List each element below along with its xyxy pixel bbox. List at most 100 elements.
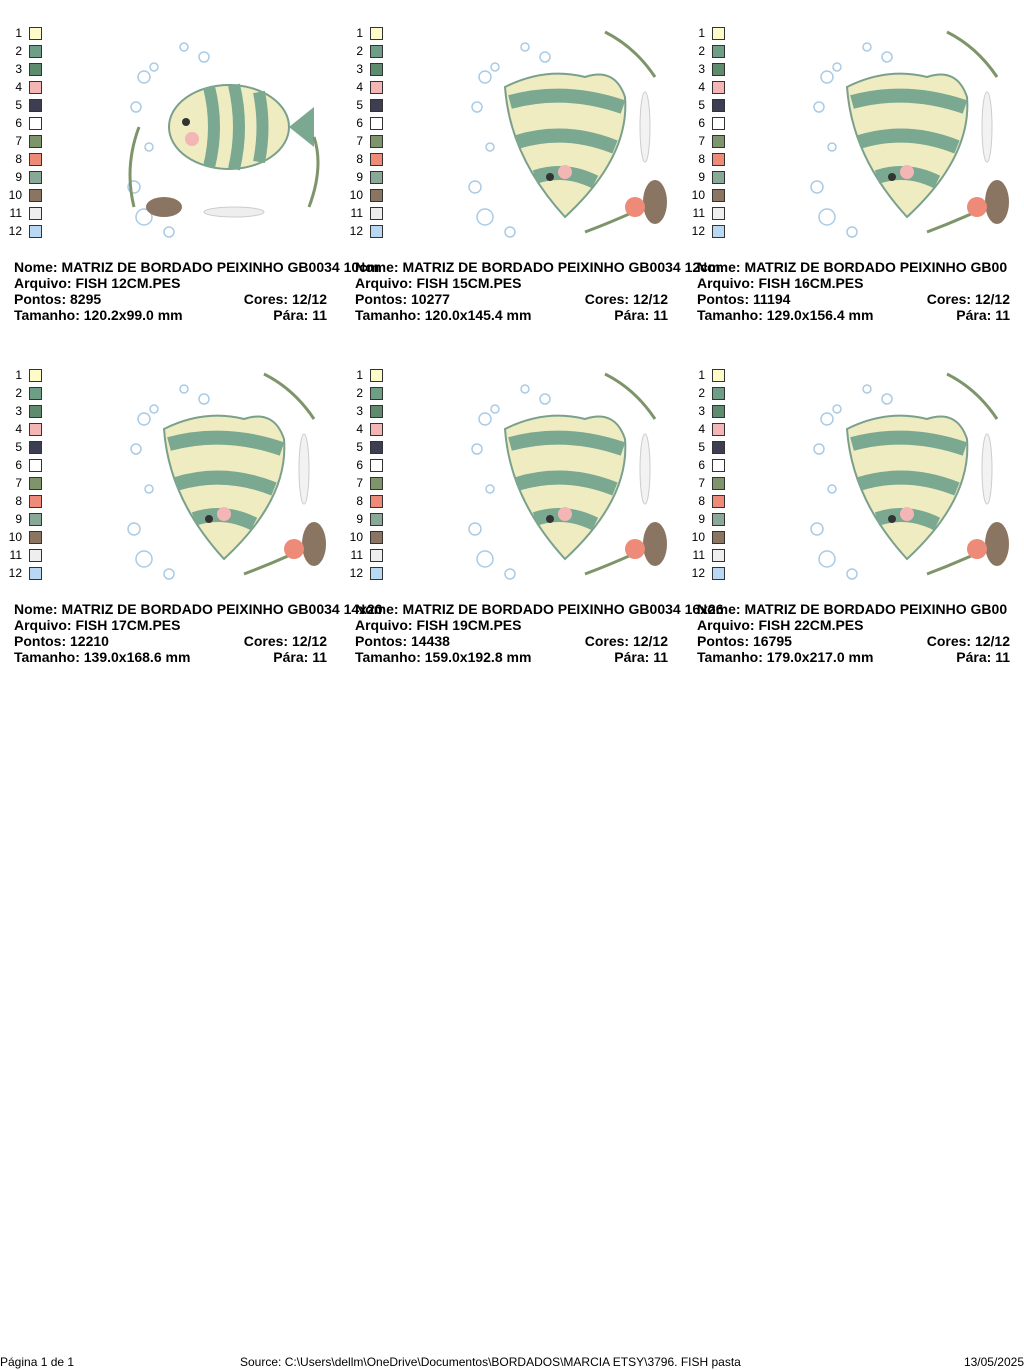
stops-value: 11 bbox=[312, 307, 327, 323]
color-swatch bbox=[370, 549, 383, 562]
page-number: Página 1 de 1 bbox=[0, 1355, 75, 1369]
color-swatch bbox=[712, 81, 725, 94]
color-number: 11 bbox=[692, 206, 705, 220]
name-value: MATRIZ DE BORDADO PEIXINHO GB0034 12cm bbox=[402, 259, 721, 275]
file-label: Arquivo: bbox=[697, 275, 755, 291]
color-swatch bbox=[712, 531, 725, 544]
color-number: 11 bbox=[9, 548, 22, 562]
color-number: 9 bbox=[356, 512, 363, 526]
color-swatch bbox=[712, 369, 725, 382]
color-swatch bbox=[29, 495, 42, 508]
color-swatch bbox=[370, 27, 383, 40]
color-number: 6 bbox=[356, 116, 363, 130]
color-swatch bbox=[370, 117, 383, 130]
color-number: 4 bbox=[356, 80, 363, 94]
color-number: 7 bbox=[356, 134, 363, 148]
stitches-value: 8295 bbox=[70, 291, 102, 307]
color-number: 5 bbox=[15, 440, 22, 454]
color-number: 10 bbox=[349, 188, 363, 202]
color-swatch bbox=[712, 27, 725, 40]
size-value: 159.0x192.8 mm bbox=[424, 649, 532, 665]
size-value: 179.0x217.0 mm bbox=[766, 649, 874, 665]
color-number: 8 bbox=[356, 152, 363, 166]
size-label: Tamanho: bbox=[355, 307, 421, 323]
color-number: 12 bbox=[691, 224, 705, 238]
color-swatch bbox=[29, 81, 42, 94]
color-number: 3 bbox=[15, 62, 22, 76]
color-swatch bbox=[29, 441, 42, 454]
color-swatch bbox=[29, 27, 42, 40]
color-number: 6 bbox=[356, 458, 363, 472]
color-number: 4 bbox=[15, 80, 22, 94]
name-field: Nome: MATRIZ DE BORDADO PEIXINHO GB00 bbox=[697, 601, 1007, 617]
stitches-field: Pontos: 11194 bbox=[697, 291, 790, 307]
color-number: 2 bbox=[698, 44, 705, 58]
name-value: MATRIZ DE BORDADO PEIXINHO GB00 bbox=[744, 601, 1008, 617]
design-preview bbox=[810, 372, 1009, 580]
colors-value: 12/12 bbox=[632, 633, 668, 649]
color-swatch bbox=[29, 369, 42, 382]
file-label: Arquivo: bbox=[355, 275, 413, 291]
size-value: 129.0x156.4 mm bbox=[766, 307, 874, 323]
color-swatch bbox=[370, 477, 383, 490]
color-swatch bbox=[712, 207, 725, 220]
name-value: MATRIZ DE BORDADO PEIXINHO GB00 bbox=[744, 259, 1008, 275]
color-swatch bbox=[712, 459, 725, 472]
size-field: Tamanho: 120.0x145.4 mm bbox=[355, 307, 531, 323]
name-field: Nome: MATRIZ DE BORDADO PEIXINHO GB0034 … bbox=[355, 601, 724, 617]
stitches-label: Pontos: bbox=[355, 291, 408, 307]
stops-label: Pára: bbox=[956, 649, 992, 665]
stitches-label: Pontos: bbox=[355, 633, 408, 649]
file-label: Arquivo: bbox=[14, 617, 72, 633]
colors-label: Cores: bbox=[926, 633, 972, 649]
color-number: 9 bbox=[698, 170, 705, 184]
color-swatch bbox=[712, 549, 725, 562]
stitches-label: Pontos: bbox=[697, 291, 750, 307]
color-swatch bbox=[370, 369, 383, 382]
color-swatch bbox=[712, 189, 725, 202]
color-number: 5 bbox=[356, 440, 363, 454]
color-number: 9 bbox=[698, 512, 705, 526]
stitches-value: 16795 bbox=[753, 633, 792, 649]
color-swatch bbox=[29, 405, 42, 418]
color-number: 3 bbox=[15, 404, 22, 418]
color-number: 9 bbox=[356, 170, 363, 184]
color-swatch bbox=[370, 81, 383, 94]
design-preview bbox=[468, 30, 667, 238]
size-field: Tamanho: 120.2x99.0 mm bbox=[14, 307, 183, 323]
file-field: Arquivo: FISH 19CM.PES bbox=[355, 617, 521, 633]
file-field: Arquivo: FISH 12CM.PES bbox=[14, 275, 180, 291]
design-preview bbox=[468, 372, 667, 580]
color-number: 3 bbox=[698, 404, 705, 418]
color-number: 7 bbox=[356, 476, 363, 490]
colors-value: 12/12 bbox=[632, 291, 668, 307]
color-swatch bbox=[370, 423, 383, 436]
color-swatch bbox=[370, 513, 383, 526]
color-number: 11 bbox=[692, 548, 705, 562]
color-swatch bbox=[370, 135, 383, 148]
color-swatch bbox=[370, 225, 383, 238]
color-number: 7 bbox=[15, 134, 22, 148]
size-field: Tamanho: 179.0x217.0 mm bbox=[697, 649, 873, 665]
name-label: Nome: bbox=[697, 601, 741, 617]
color-swatch bbox=[712, 117, 725, 130]
color-swatch bbox=[29, 117, 42, 130]
color-number: 8 bbox=[15, 494, 22, 508]
stitches-label: Pontos: bbox=[697, 633, 750, 649]
preview bbox=[797, 27, 1017, 252]
color-swatch bbox=[29, 225, 42, 238]
stitches-value: 12210 bbox=[70, 633, 109, 649]
color-swatch bbox=[29, 99, 42, 112]
stops-value: 11 bbox=[995, 307, 1010, 323]
color-number: 12 bbox=[8, 566, 22, 580]
stitches-label: Pontos: bbox=[14, 291, 67, 307]
source-path: Source: C:\Users\dellm\OneDrive\Document… bbox=[240, 1355, 741, 1369]
color-swatch bbox=[370, 171, 383, 184]
stops-value: 11 bbox=[995, 649, 1010, 665]
file-field: Arquivo: FISH 16CM.PES bbox=[697, 275, 863, 291]
color-swatch bbox=[29, 549, 42, 562]
color-swatch bbox=[370, 45, 383, 58]
color-number: 8 bbox=[698, 494, 705, 508]
color-number: 7 bbox=[15, 476, 22, 490]
design-preview bbox=[127, 42, 320, 238]
